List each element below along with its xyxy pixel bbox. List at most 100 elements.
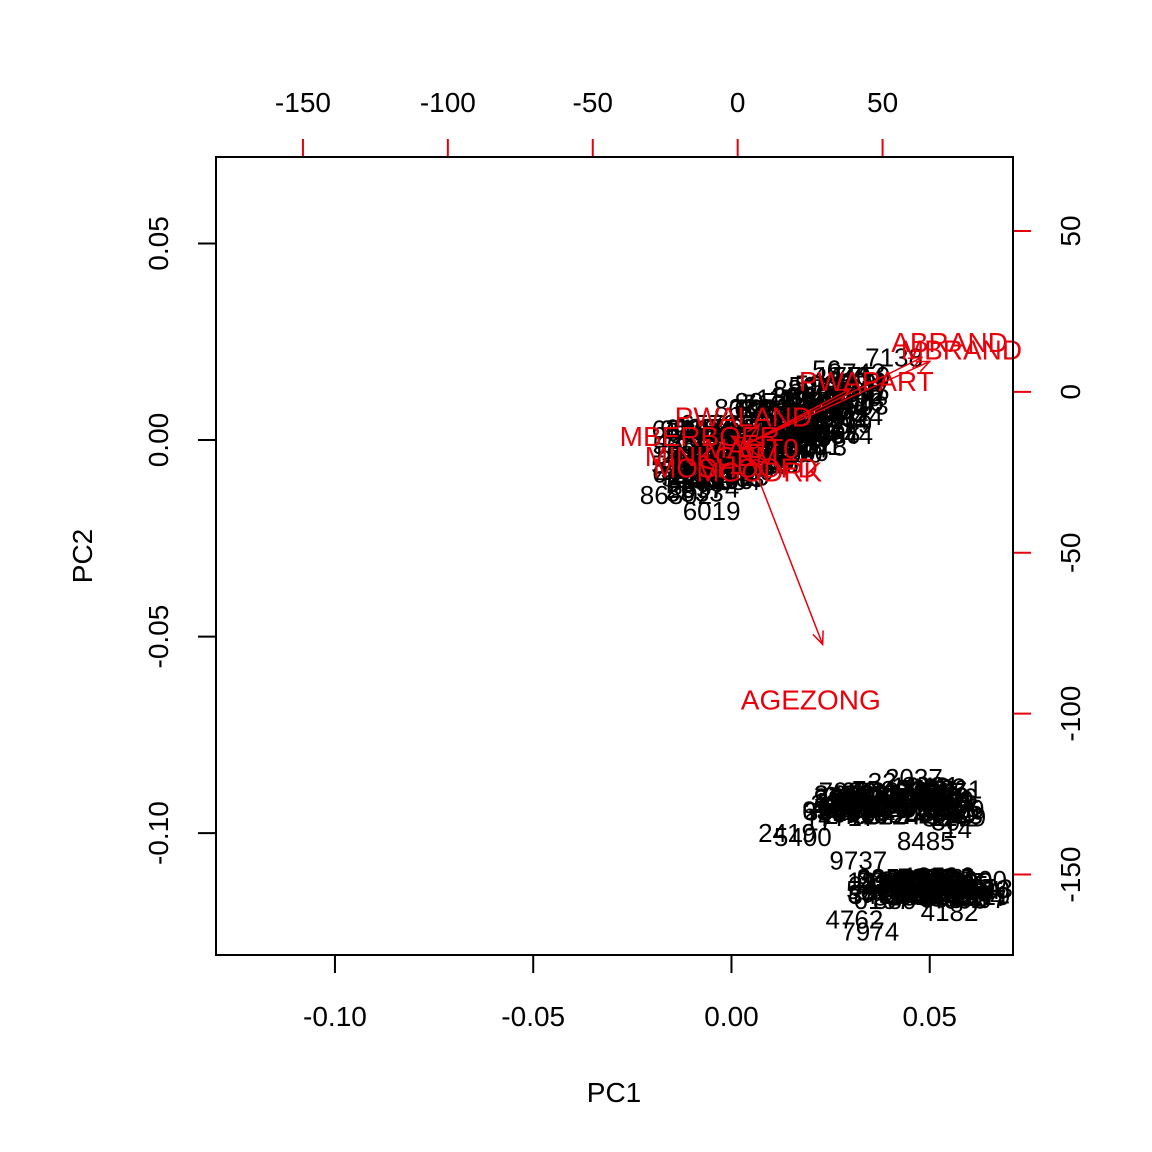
loading-arrow <box>744 423 760 446</box>
observation-label: 6822 <box>726 410 784 440</box>
observation-label: 7022 <box>819 777 877 807</box>
observation-label: 1545 <box>711 461 769 491</box>
observation-label: 7724 <box>897 776 955 806</box>
observation-label: 4166 <box>695 465 753 495</box>
observation-label: 1418 <box>899 878 957 908</box>
observation-label: 1805 <box>917 863 975 893</box>
observation-label: 5900 <box>877 870 935 900</box>
y-tick-label: -0.05 <box>143 605 174 669</box>
observation-label: 9915 <box>731 450 789 480</box>
observation-label: 5825 <box>878 868 936 898</box>
observation-label: 4865 <box>875 782 933 812</box>
loading-arrow <box>745 356 923 446</box>
observation-label: 8848 <box>902 780 960 810</box>
observation-label: 8743 <box>828 357 886 387</box>
observation-label: 8497 <box>949 884 1007 914</box>
right-tick-label: 0 <box>1055 384 1086 400</box>
observation-label: 3950 <box>814 784 872 814</box>
observation-label: 2237 <box>848 871 906 901</box>
observation-label: 9303 <box>833 793 891 823</box>
observation-label: 8116 <box>728 431 784 461</box>
observation-label: 3516 <box>741 449 799 479</box>
observation-label: 4107 <box>898 796 956 826</box>
observation-label: 2403 <box>909 878 967 908</box>
observation-label: 3479 <box>814 779 872 809</box>
variable-label: MOSHOOFD <box>653 453 818 484</box>
observation-label: 7279 <box>679 424 737 454</box>
y-tick-label: -0.10 <box>143 801 174 865</box>
observation-label: 2910 <box>918 799 976 829</box>
observation-label: 8868 <box>773 374 831 404</box>
observation-label: 4768 <box>901 866 959 896</box>
observation-label: 2047 <box>874 869 932 899</box>
observation-label: 6148 <box>898 866 956 896</box>
observation-label: 6197 <box>854 885 912 915</box>
observation-label: 6318 <box>852 794 910 824</box>
observation-label: 2419 <box>758 818 816 848</box>
observation-label: 8485 <box>897 826 955 856</box>
arrow-head <box>836 388 853 401</box>
observation-label: 7489 <box>897 774 955 804</box>
observation-label: 8852 <box>857 863 915 893</box>
observation-label: 17 <box>804 806 833 836</box>
observation-label: 6603 <box>652 415 710 445</box>
observation-label: 3011 <box>885 873 941 903</box>
observation-label: 2074 <box>903 798 961 828</box>
observation-label: 6573 <box>680 409 738 439</box>
observation-label: 9243 <box>921 868 979 898</box>
observation-label: 1264 <box>813 787 871 817</box>
right-tick-label: 50 <box>1055 215 1086 246</box>
observation-label: 5005 <box>914 879 972 909</box>
x-tick-label: -0.05 <box>501 1001 565 1032</box>
observation-label: 8289 <box>873 793 931 823</box>
top-tick-label: -50 <box>573 87 613 118</box>
observation-label: 9706 <box>920 782 978 812</box>
observation-label: 7591 <box>714 446 772 476</box>
observation-label: 1964 <box>735 394 793 424</box>
observation-label: 8659 <box>674 425 732 455</box>
observation-label: 8954 <box>920 884 978 914</box>
observation-label: 2683 <box>918 873 976 903</box>
observation-label: 7938 <box>898 784 956 814</box>
observation-label: 5062 <box>653 430 711 460</box>
observation-label: 3985 <box>884 880 942 910</box>
observation-label: 5833 <box>666 478 724 508</box>
observation-label: 8114 <box>694 449 750 479</box>
x-axis-label: PC1 <box>587 1077 641 1108</box>
observation-label: 61 <box>824 791 853 821</box>
observation-label: 4217 <box>655 460 713 490</box>
arrow-head <box>747 422 761 439</box>
observation-label: 6929 <box>896 863 954 893</box>
arrow-head <box>915 360 932 373</box>
arrow-head <box>729 435 746 448</box>
observation-label: 3650 <box>804 797 862 827</box>
observation-label: 3961 <box>677 465 735 495</box>
observation-label: 7101 <box>742 388 800 418</box>
observation-label: 9607 <box>785 419 843 449</box>
loading-arrow <box>745 360 931 446</box>
observation-label: 3255 <box>821 791 879 821</box>
observation-label: 4348 <box>871 879 929 909</box>
variable-label: ABRAND <box>891 327 1008 358</box>
observation-label: 1336 <box>802 420 860 450</box>
observation-label: 9860 <box>842 776 900 806</box>
observation-label: 2675 <box>918 797 976 827</box>
observation-label: 2695 <box>931 870 989 900</box>
observation-label: 1219 <box>814 409 872 439</box>
observation-label: 8973 <box>735 387 793 417</box>
observation-label: 5545 <box>818 792 876 822</box>
observation-label: 7241 <box>873 780 931 810</box>
arrow-head <box>907 356 924 369</box>
observation-label: 3147 <box>666 414 724 444</box>
variable-label: PWALAND <box>675 401 812 432</box>
observation-label: 6582 <box>802 796 860 826</box>
observation-label: 4476 <box>693 448 751 478</box>
observation-label: 6271 <box>652 458 710 488</box>
observation-label: 8725 <box>700 413 758 443</box>
observation-label: 5557 <box>696 437 754 467</box>
observation-label: 3861 <box>929 883 987 913</box>
observation-label: 4096 <box>929 884 987 914</box>
observation-label: 1894 <box>652 440 710 470</box>
observation-label: 1917 <box>672 454 730 484</box>
